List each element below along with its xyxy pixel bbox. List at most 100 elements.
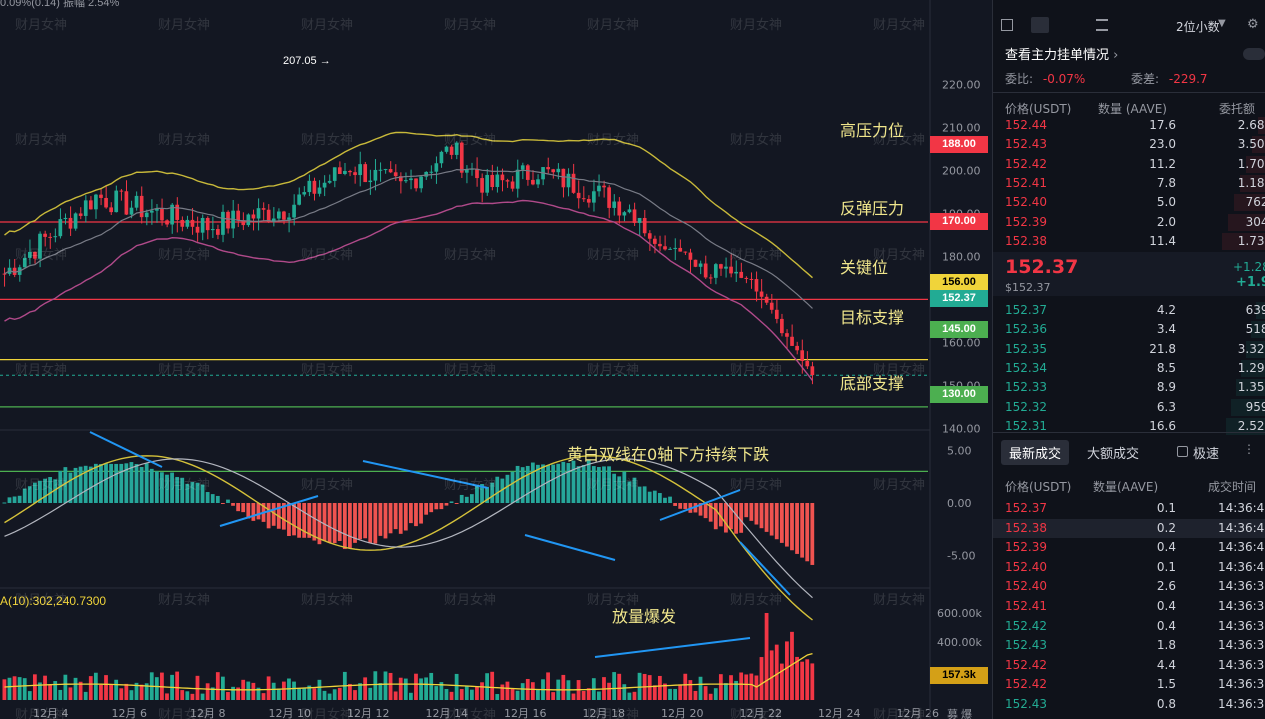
volume-bar (220, 676, 225, 700)
trade-row[interactable]: 152.42 1.5 14:36:3 (993, 675, 1265, 694)
trade-row[interactable]: 152.38 0.2 14:36:4 (993, 518, 1265, 538)
level-tag-145[interactable]: 145.00 (930, 321, 988, 338)
macd-histogram-bar (337, 503, 342, 541)
candle-body (581, 198, 586, 200)
tab-large-trades[interactable]: 大额成交 (1087, 447, 1140, 462)
toggle-switch[interactable] (1243, 48, 1265, 60)
volume-bar (251, 682, 256, 700)
candle-body (454, 142, 459, 155)
candle-body (170, 204, 174, 225)
volume-bar (114, 679, 119, 700)
bid-row[interactable]: 152.31 16.6 2.528K (993, 417, 1265, 436)
macd-histogram-bar (642, 486, 647, 503)
settings-icon[interactable]: ⚙ (1247, 17, 1259, 32)
chart-canvas[interactable]: 220.00210.00200.00190.00180.00170.00160.… (0, 0, 990, 719)
trade-row[interactable]: 152.43 0.8 14:36:3 (993, 695, 1265, 714)
macd-histogram-bar (749, 503, 754, 521)
trade-row[interactable]: 152.37 0.1 14:36:4 (993, 499, 1265, 518)
level-tag-188[interactable]: 188.00 (930, 136, 988, 153)
macd-histogram-bar (622, 471, 627, 503)
bid-row[interactable]: 152.36 3.4 518.0 (993, 320, 1265, 339)
candle-body (53, 236, 58, 238)
ask-row[interactable]: 152.42 11.2 1.707K (993, 155, 1265, 174)
trade-row[interactable]: 152.42 4.4 14:36:3 (993, 656, 1265, 675)
ask-row[interactable]: 152.39 2.0 304.7 (993, 213, 1265, 232)
candle-body (424, 171, 429, 177)
volume-bar (434, 686, 439, 700)
trade-row[interactable]: 152.41 0.4 14:36:3 (993, 597, 1265, 616)
trade-row[interactable]: 152.40 2.6 14:36:3 (993, 577, 1265, 596)
level-tag-156[interactable]: 156.00 (930, 274, 988, 291)
tab-latest-trades[interactable]: 最新成交 (1001, 440, 1070, 465)
ask-row[interactable]: 152.40 5.0 762.0 (993, 193, 1265, 212)
last-price-tag[interactable]: 152.37 (930, 290, 988, 307)
candle-body (94, 194, 98, 210)
volume-bar (759, 657, 764, 700)
trend-arrow (524, 534, 616, 561)
price-axis-label: 210.00 (942, 121, 981, 134)
bid-row[interactable]: 152.37 4.2 639.9 (993, 301, 1265, 320)
trade-row[interactable]: 152.42 0.4 14:36:3 (993, 617, 1265, 636)
volume-bar (93, 672, 98, 700)
bid-row[interactable]: 152.32 6.3 959.6 (993, 398, 1265, 417)
last-price-usd: $152.37 (1005, 281, 1051, 294)
volume-bar (38, 682, 42, 700)
trade-time: 14:36:3 (1218, 638, 1265, 653)
macd-histogram-bar (586, 459, 591, 503)
layout-both-icon[interactable] (1001, 19, 1013, 31)
bid-row[interactable]: 152.35 21.8 3.321K (993, 340, 1265, 359)
more-icon[interactable]: ⋮ (1243, 442, 1255, 456)
volume-bar (414, 673, 418, 700)
candle-body (12, 267, 17, 275)
ask-row[interactable]: 152.41 7.8 1.189K (993, 174, 1265, 193)
date-axis-label: 12月 16 (504, 707, 547, 719)
ask-row[interactable]: 152.44 17.6 2.683K (993, 116, 1265, 135)
trade-price: 152.43 (1005, 697, 1047, 711)
macd-histogram-bar (129, 462, 134, 503)
layout-asks-icon[interactable] (1096, 19, 1108, 31)
ask-amount: 304.7 (1245, 214, 1265, 229)
fast-checkbox[interactable] (1177, 446, 1188, 457)
trade-row[interactable]: 152.40 0.1 14:36:4 (993, 558, 1265, 577)
orderbook-title-row[interactable]: 查看主力挂单情况 › (1005, 44, 1118, 63)
candle-body (276, 211, 281, 219)
chevron-down-icon[interactable]: ▼ (1218, 18, 1226, 29)
macd-histogram-bar (485, 486, 489, 503)
candle-body (83, 200, 88, 216)
trades-col-qty[interactable]: 数量(AAVE) (1093, 480, 1159, 494)
macd-histogram-bar (703, 503, 708, 519)
candle-body (546, 167, 550, 170)
col-qty[interactable]: 数量 (AAVE) (1098, 102, 1167, 116)
macd-histogram-bar (637, 486, 642, 503)
macd-histogram-bar (88, 466, 93, 503)
trade-row[interactable]: 152.39 0.4 14:36:4 (993, 538, 1265, 557)
candle-body (571, 173, 576, 193)
fast-label: 极速 (1193, 447, 1220, 462)
candle-body (602, 185, 606, 188)
bid-amount: 1.295K (1237, 360, 1265, 375)
candle-body (810, 366, 815, 376)
interval-select[interactable]: 2位小数 (1176, 20, 1220, 34)
macd-histogram-bar (571, 460, 576, 503)
volume-bar (88, 676, 93, 700)
ask-row[interactable]: 152.43 23.0 3.506K (993, 135, 1265, 154)
bollinger-upper-line (4, 131, 813, 279)
macd-histogram-bar (73, 467, 78, 503)
layout-bids-icon[interactable] (1031, 17, 1049, 33)
level-tag-130[interactable]: 130.00 (930, 386, 988, 403)
bid-row[interactable]: 152.34 8.5 1.295K (993, 359, 1265, 378)
level-tag-170[interactable]: 170.00 (930, 213, 988, 230)
candle-body (668, 248, 672, 250)
chart-area[interactable]: 220.00210.00200.00190.00180.00170.00160.… (0, 0, 990, 719)
bid-row[interactable]: 152.33 8.9 1.356K (993, 378, 1265, 397)
annotation-key-level: 关键位 (840, 258, 889, 277)
candle-body (642, 217, 647, 234)
trade-row[interactable]: 152.43 1.8 14:36:3 (993, 636, 1265, 655)
bid-depth-bar (1236, 379, 1265, 397)
candle-body (38, 233, 42, 259)
volume-bar (180, 690, 185, 700)
macd-histogram-bar (83, 465, 88, 503)
diff-value: -229.7 (1168, 72, 1208, 86)
macd-histogram-bar (724, 503, 728, 533)
ask-row[interactable]: 152.38 11.4 1.737K (993, 232, 1265, 251)
